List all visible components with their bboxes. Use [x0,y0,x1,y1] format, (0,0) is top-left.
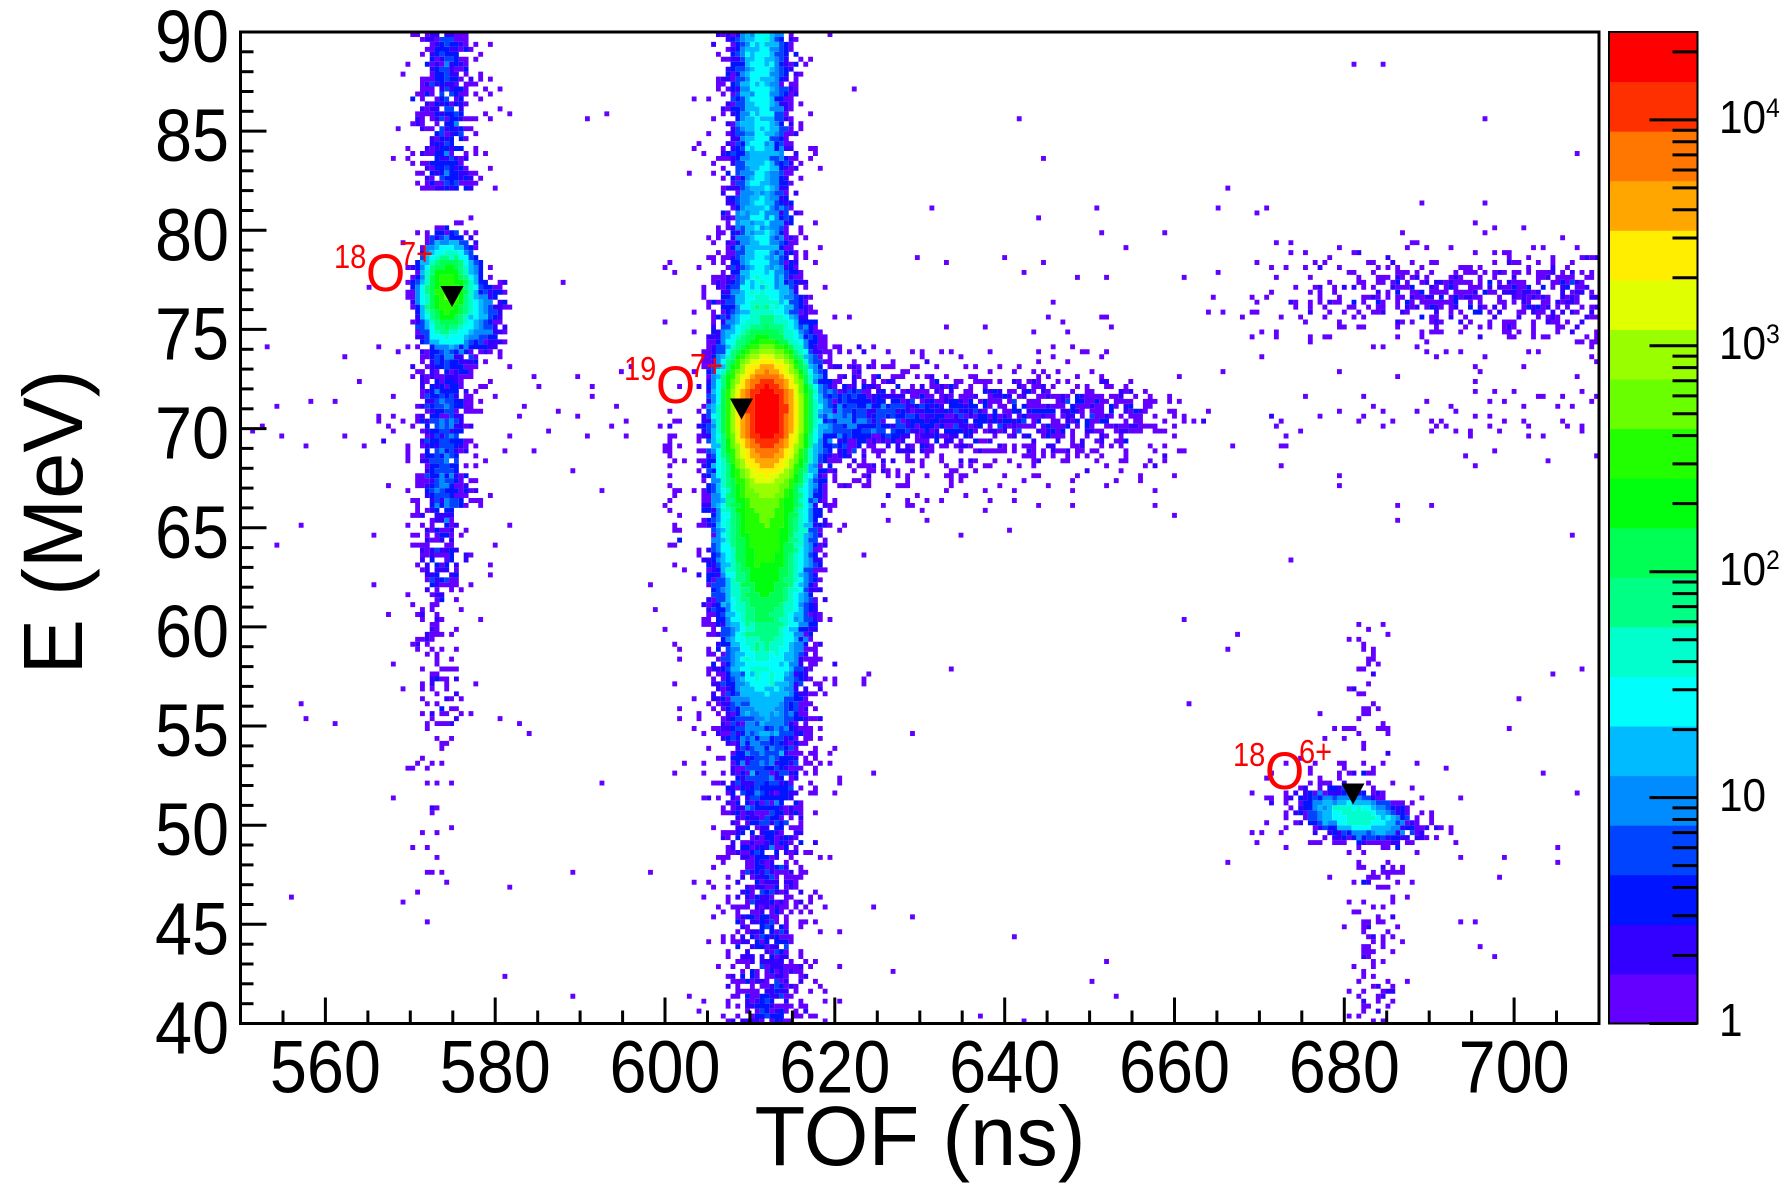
svg-text:1: 1 [1719,995,1743,1046]
svg-text:620: 620 [779,1025,890,1108]
svg-text:E (MeV): E (MeV) [6,370,100,675]
svg-text:560: 560 [270,1025,381,1108]
svg-text:60: 60 [155,590,229,673]
svg-text:700: 700 [1459,1025,1570,1108]
svg-text:45: 45 [155,887,229,970]
svg-text:65: 65 [155,491,229,574]
svg-text:75: 75 [155,292,229,375]
svg-text:680: 680 [1289,1025,1400,1108]
svg-text:7+: 7+ [690,347,723,384]
svg-text:70: 70 [155,391,229,474]
svg-text:6+: 6+ [1299,733,1332,770]
svg-text:18: 18 [1233,736,1265,773]
svg-text:660: 660 [1119,1025,1230,1108]
svg-text:600: 600 [609,1025,720,1108]
svg-text:O: O [1265,741,1304,800]
svg-text:18: 18 [334,238,366,275]
svg-text:640: 640 [949,1025,1060,1108]
svg-text:19: 19 [624,350,656,387]
svg-text:4: 4 [1766,94,1780,123]
svg-text:2: 2 [1766,546,1780,575]
svg-text:O: O [366,243,405,302]
svg-text:40: 40 [155,986,229,1069]
svg-text:TOF (ns): TOF (ns) [754,1089,1085,1183]
svg-text:7+: 7+ [400,235,433,272]
svg-text:80: 80 [155,193,229,276]
svg-text:10: 10 [1719,92,1766,143]
svg-text:85: 85 [155,94,229,177]
svg-text:O: O [656,355,695,414]
svg-text:50: 50 [155,788,229,871]
svg-text:90: 90 [155,0,229,78]
svg-text:10: 10 [1719,770,1766,821]
svg-text:580: 580 [440,1025,551,1108]
svg-text:10: 10 [1719,544,1766,595]
svg-text:10: 10 [1719,318,1766,369]
svg-text:3: 3 [1766,320,1780,349]
svg-text:55: 55 [155,689,229,772]
